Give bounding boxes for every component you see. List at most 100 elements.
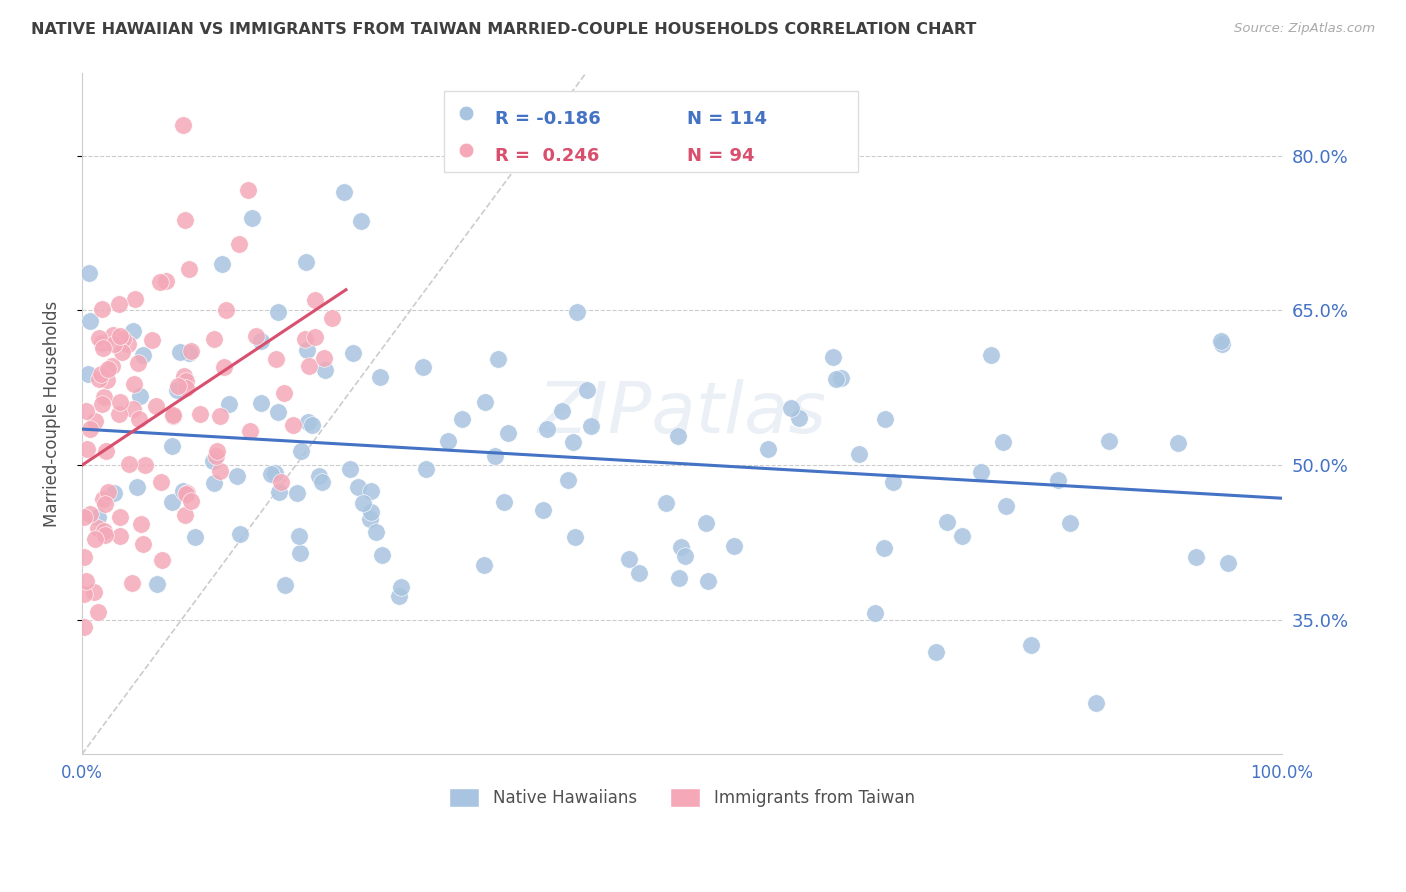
Point <box>111 345 134 359</box>
Point <box>352 495 374 509</box>
Point <box>150 553 173 567</box>
Point <box>474 395 496 409</box>
Point <box>202 453 225 467</box>
Text: N = 114: N = 114 <box>686 110 766 128</box>
Point <box>132 537 155 551</box>
Point <box>110 394 132 409</box>
Point <box>87 372 110 386</box>
Point <box>128 412 150 426</box>
Point <box>108 510 131 524</box>
Point <box>260 467 283 481</box>
Point <box>202 475 225 490</box>
Point <box>314 351 336 366</box>
Point <box>83 414 105 428</box>
Point <box>209 409 232 423</box>
Point <box>174 487 197 501</box>
Point <box>73 510 96 524</box>
Point <box>93 390 115 404</box>
Point <box>240 211 263 225</box>
Point <box>360 504 382 518</box>
Point <box>267 485 290 500</box>
Point <box>111 332 134 346</box>
Point <box>290 443 312 458</box>
Point <box>454 59 477 73</box>
Point <box>167 378 190 392</box>
Point <box>308 469 330 483</box>
Point <box>249 396 271 410</box>
Point <box>239 424 262 438</box>
Point <box>91 301 114 316</box>
Point <box>118 458 141 472</box>
Point <box>86 509 108 524</box>
Point <box>436 434 458 449</box>
Point <box>215 303 238 318</box>
Point <box>183 531 205 545</box>
Point <box>579 419 602 434</box>
Point <box>73 586 96 600</box>
Point <box>696 574 718 588</box>
Point <box>1211 337 1233 351</box>
Point <box>301 417 323 432</box>
Point <box>950 528 973 542</box>
Point <box>882 475 904 489</box>
Point <box>756 442 779 456</box>
Point <box>1218 556 1240 570</box>
Point <box>389 580 412 594</box>
Text: R = -0.186: R = -0.186 <box>495 110 600 128</box>
Point <box>91 341 114 355</box>
Point <box>79 508 101 522</box>
Point <box>970 465 993 479</box>
Point <box>288 529 311 543</box>
Point <box>1209 334 1232 348</box>
Point <box>174 508 197 523</box>
Point <box>134 458 156 472</box>
Point <box>101 327 124 342</box>
Point <box>177 346 200 360</box>
Point <box>294 332 316 346</box>
Point <box>304 293 326 307</box>
Point <box>295 255 318 269</box>
Text: R =  0.246: R = 0.246 <box>495 146 599 164</box>
Point <box>283 418 305 433</box>
Point <box>536 422 558 436</box>
Point <box>562 435 585 450</box>
Point <box>87 331 110 345</box>
Point <box>122 324 145 338</box>
Point <box>263 466 285 480</box>
Point <box>160 495 183 509</box>
Point <box>865 607 887 621</box>
Point <box>565 305 588 319</box>
Point <box>132 348 155 362</box>
Point <box>454 3 477 17</box>
Point <box>936 516 959 530</box>
Point <box>107 408 129 422</box>
Point <box>451 412 474 426</box>
Point <box>311 475 333 490</box>
Point <box>177 262 200 277</box>
Point <box>90 367 112 381</box>
Point <box>218 396 240 410</box>
Point <box>321 310 343 325</box>
Point <box>211 257 233 271</box>
Point <box>176 486 198 500</box>
Point <box>575 383 598 397</box>
Point <box>145 400 167 414</box>
Point <box>564 530 586 544</box>
Point <box>172 118 194 132</box>
Point <box>127 480 149 494</box>
Point <box>103 486 125 500</box>
Point <box>94 497 117 511</box>
Point <box>73 620 96 634</box>
Point <box>668 571 690 585</box>
Point <box>627 566 650 581</box>
Point <box>371 548 394 562</box>
Text: ZIPatlas: ZIPatlas <box>537 379 827 448</box>
Point <box>174 382 197 396</box>
Point <box>492 495 515 509</box>
Point <box>673 549 696 564</box>
Point <box>991 435 1014 450</box>
Point <box>180 493 202 508</box>
Point <box>83 533 105 547</box>
Point <box>75 574 97 589</box>
Point <box>149 275 172 289</box>
